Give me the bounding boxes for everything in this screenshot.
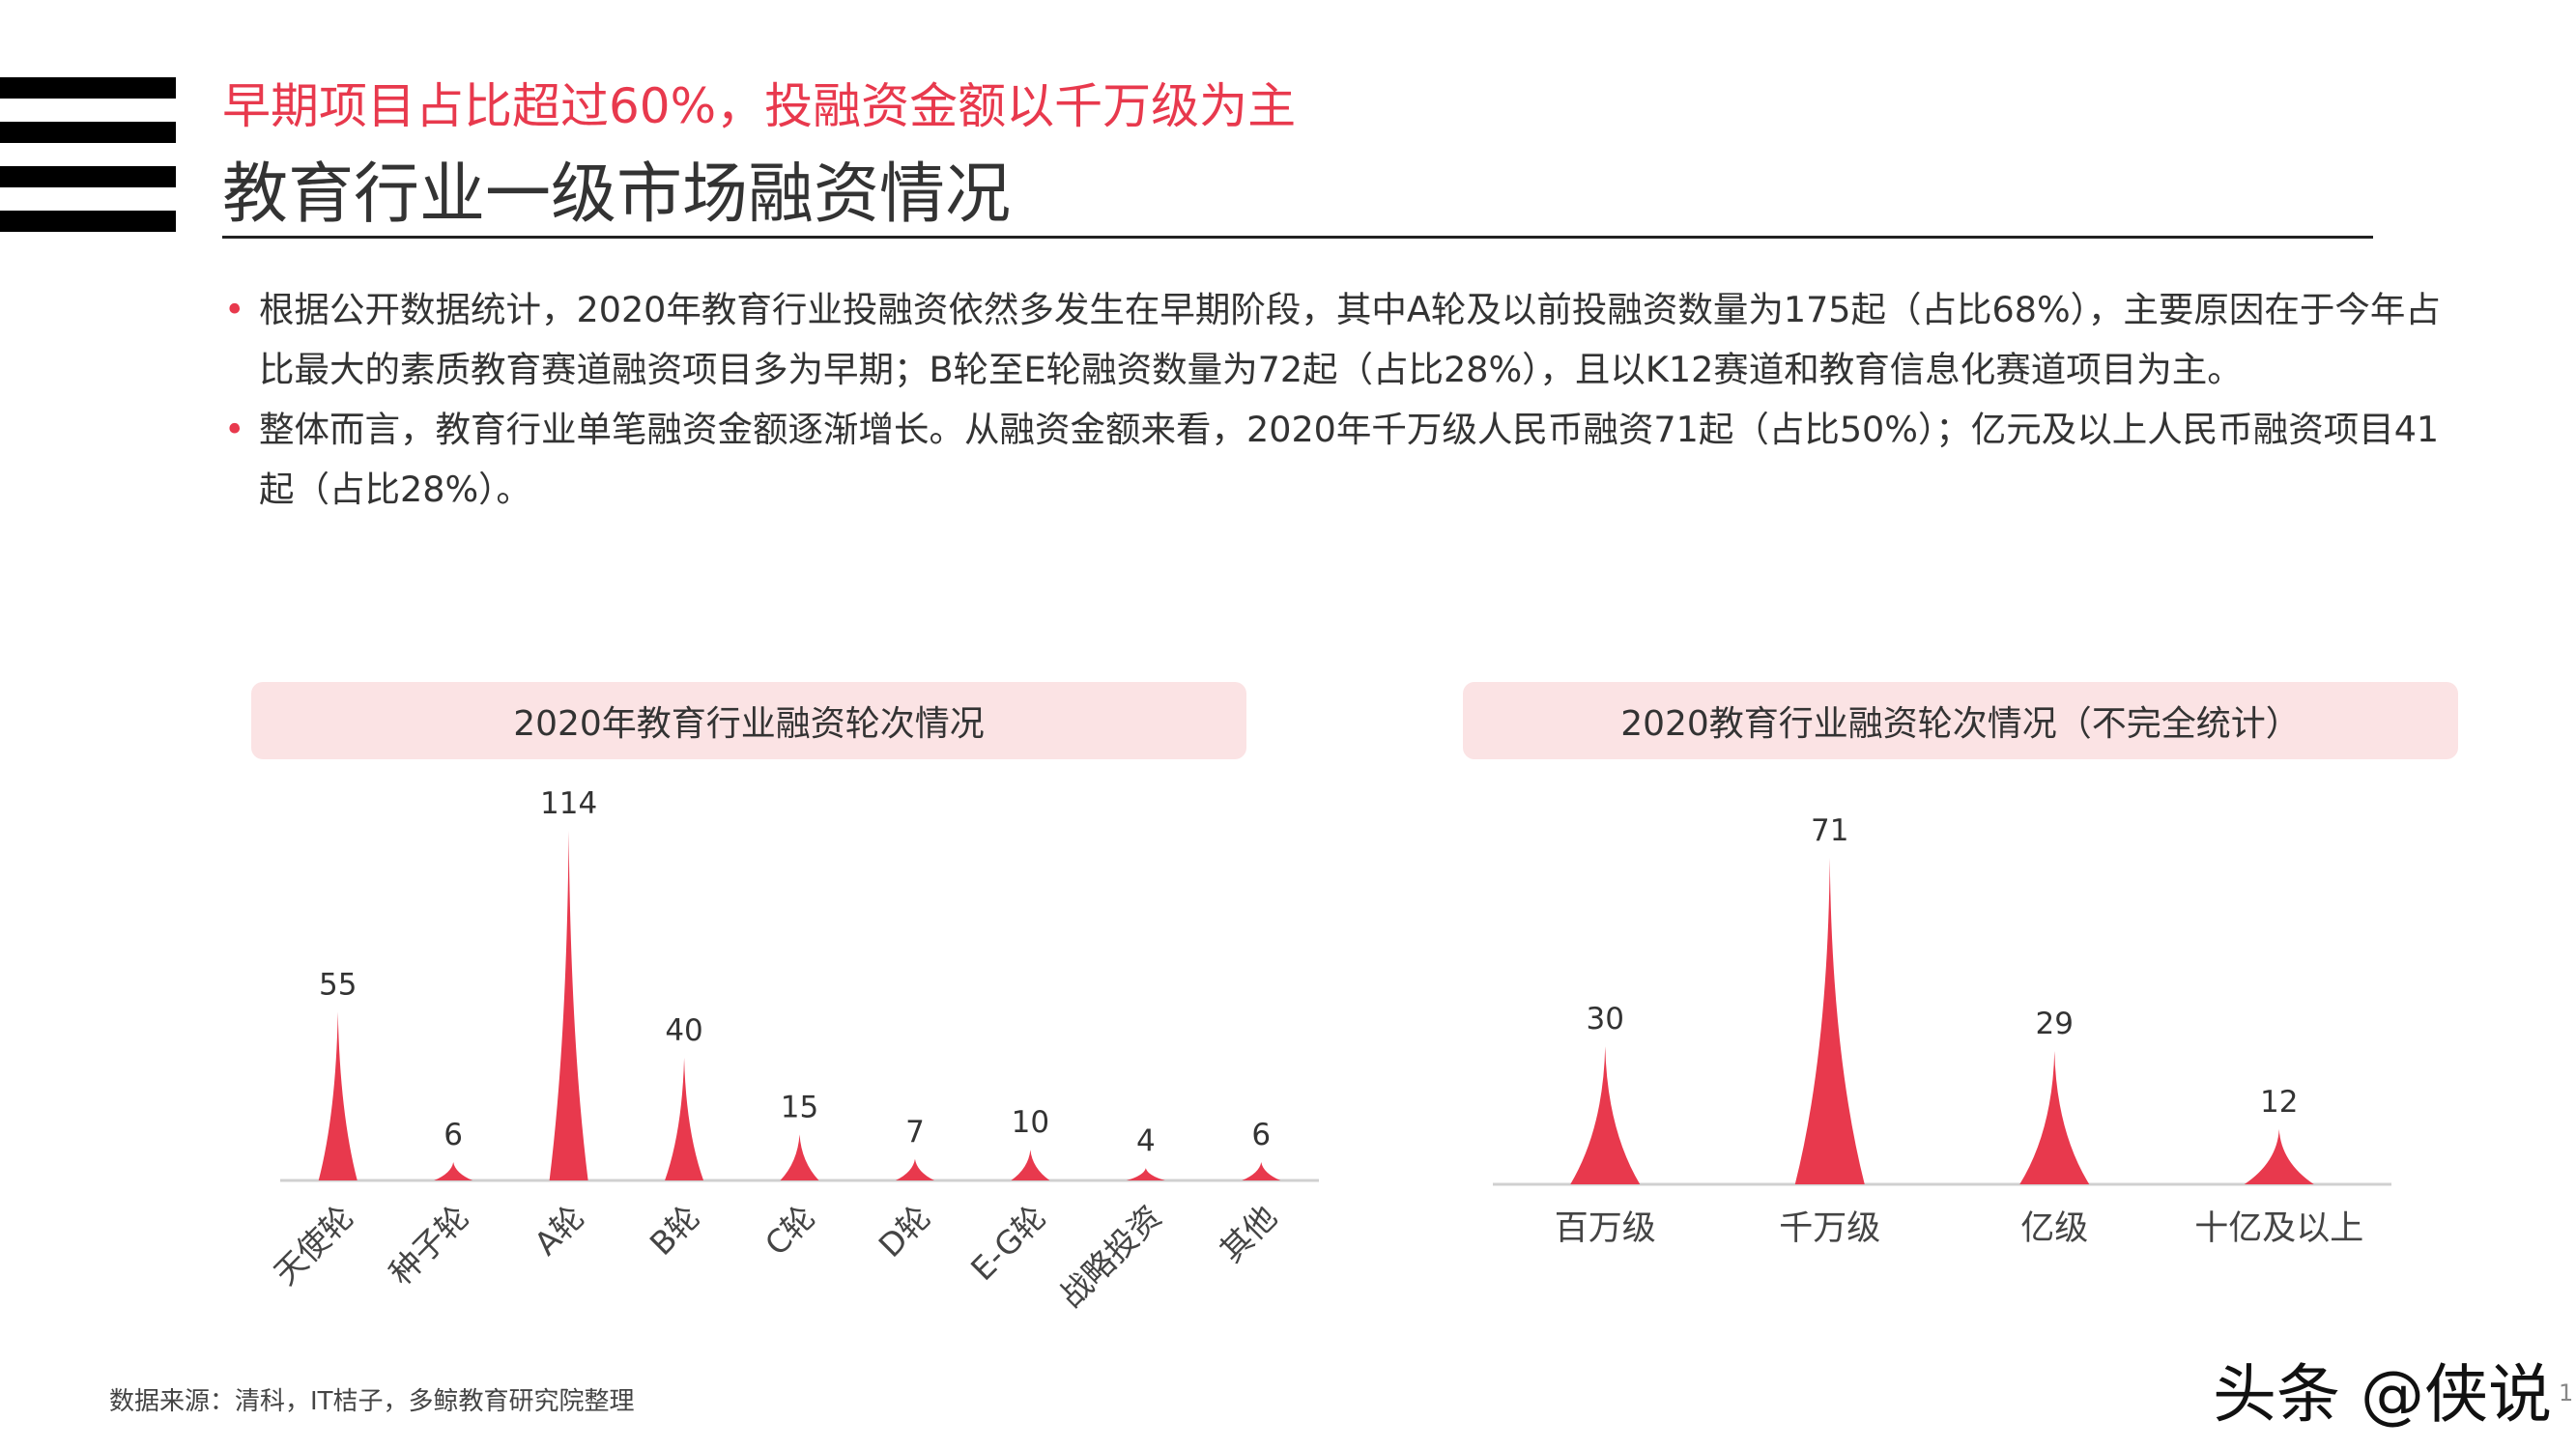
tick-label: 天使轮 — [267, 1198, 361, 1293]
summary-bullets: • 根据公开数据统计，2020年教育行业投融资依然多发生在早期阶段，其中A轮及以… — [224, 280, 2447, 520]
data-source: 数据来源：清科，IT桔子，多鲸教育研究院整理 — [109, 1387, 635, 1416]
bullet-item: • 根据公开数据统计，2020年教育行业投融资依然多发生在早期阶段，其中A轮及以… — [224, 280, 2447, 400]
data-label: 4 — [1136, 1123, 1156, 1158]
data-label: 71 — [1811, 813, 1848, 848]
bar-mark — [895, 1158, 934, 1180]
bar-mark — [1794, 858, 1865, 1184]
tick-label: D轮 — [872, 1198, 938, 1264]
data-label: 10 — [1012, 1105, 1049, 1140]
chart-title-amounts: 2020教育行业融资轮次情况（不完全统计） — [1463, 682, 2458, 759]
bar-mark — [318, 1011, 358, 1180]
bullet-item: • 整体而言，教育行业单笔融资金额逐渐增长。从融资金额来看，2020年千万级人民… — [224, 400, 2447, 520]
tick-label: C轮 — [758, 1198, 822, 1263]
bar-mark — [1126, 1168, 1165, 1180]
tick-label: 十亿及以上 — [2194, 1209, 2363, 1248]
data-label: 6 — [1251, 1118, 1271, 1152]
page-number: 1 — [2559, 1379, 2574, 1406]
page-subtitle: 早期项目占比超过60%，投融资金额以千万级为主 — [222, 78, 1297, 134]
tick-label: 百万级 — [1555, 1209, 1656, 1248]
bar-mark — [1570, 1046, 1641, 1184]
tick-label: E-G轮 — [963, 1198, 1053, 1288]
header-stripes — [0, 77, 176, 255]
bar-mark — [549, 831, 588, 1180]
data-label: 7 — [905, 1115, 925, 1150]
tick-label: A轮 — [527, 1198, 591, 1263]
bar-mark — [780, 1134, 819, 1180]
bar-mark — [665, 1057, 704, 1180]
watermark: 头条 @侠说 — [2213, 1357, 2552, 1432]
title-divider — [222, 236, 2373, 239]
page-title: 教育行业一级市场融资情况 — [222, 156, 1012, 233]
tick-label: B轮 — [643, 1198, 707, 1263]
tick-label: 亿级 — [2020, 1209, 2088, 1248]
bullet-marker: • — [224, 289, 245, 330]
bar-mark — [434, 1161, 473, 1180]
bar-mark — [2244, 1128, 2314, 1184]
bullet-marker: • — [224, 409, 245, 450]
data-label: 12 — [2260, 1085, 2298, 1120]
data-label: 30 — [1587, 1002, 1624, 1037]
bullet-text: 根据公开数据统计，2020年教育行业投融资依然多发生在早期阶段，其中A轮及以前投… — [259, 289, 2441, 390]
tick-label: 千万级 — [1779, 1209, 1880, 1248]
tick-label: 其他 — [1213, 1198, 1284, 1269]
bar-mark — [2019, 1050, 2090, 1184]
data-label: 29 — [2036, 1007, 2074, 1041]
data-label: 114 — [540, 786, 597, 821]
tick-label: 种子轮 — [382, 1198, 476, 1293]
bullet-text: 整体而言，教育行业单笔融资金额逐渐增长。从融资金额来看，2020年千万级人民币融… — [259, 409, 2440, 510]
chart-title-rounds: 2020年教育行业融资轮次情况 — [251, 682, 1246, 759]
tick-label: 战略投资 — [1052, 1198, 1169, 1315]
data-label: 55 — [319, 967, 357, 1002]
bar-mark — [1242, 1161, 1281, 1180]
data-label: 15 — [781, 1090, 818, 1124]
bar-mark — [1011, 1150, 1050, 1180]
data-label: 6 — [444, 1118, 463, 1152]
data-label: 40 — [665, 1013, 702, 1048]
